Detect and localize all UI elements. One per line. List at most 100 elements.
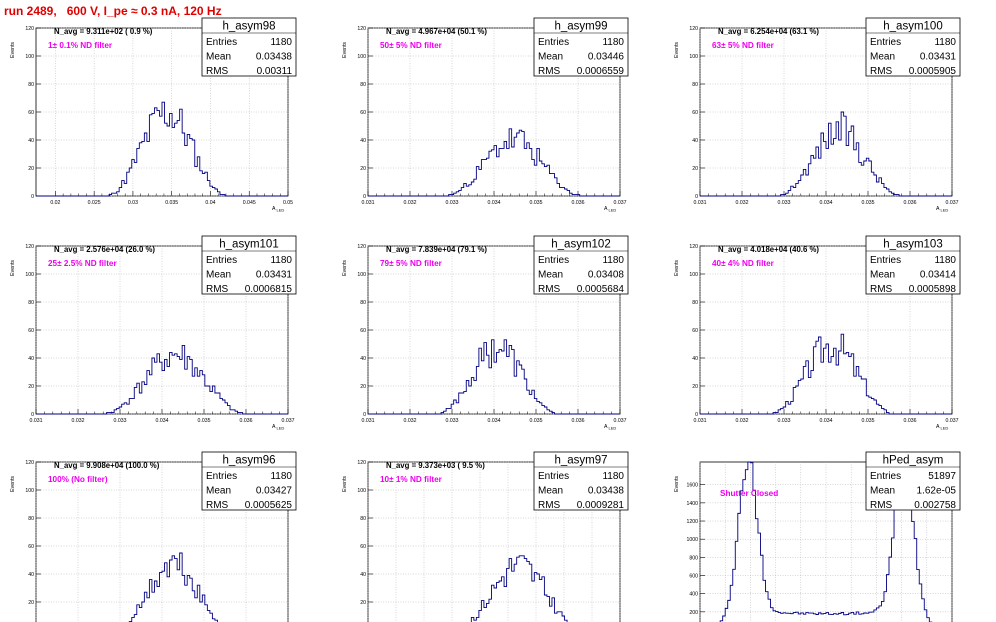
y-tick-label: 200 <box>689 610 698 616</box>
filter-note: Shutter Closed <box>720 489 778 498</box>
y-tick-label: 40 <box>692 138 698 144</box>
stats-box-title: h_asym103 <box>883 239 942 251</box>
histogram-panel-h_asym96: 0.0310.0320.0330.0340.0350.0360.03702040… <box>10 451 297 622</box>
stats-label-mean: Mean <box>870 270 895 281</box>
x-tick-label: 0.025 <box>88 200 101 206</box>
y-tick-label: 120 <box>357 26 366 32</box>
page-title: run 2489, 600 V, I_pe ≈ 0.3 nA, 120 Hz <box>4 4 222 18</box>
stats-value-entries: 1180 <box>602 255 624 266</box>
stats-label-rms: RMS <box>538 284 561 295</box>
y-tick-label: 60 <box>692 328 698 334</box>
x-axis-label-subscript: LED <box>608 426 616 431</box>
stats-box <box>533 235 629 295</box>
stats-label-mean: Mean <box>870 486 895 497</box>
y-tick-label: 800 <box>689 555 698 561</box>
stats-label-rms: RMS <box>538 66 561 77</box>
stats-value-rms: 0.0005684 <box>577 284 625 295</box>
filter-note: 1± 0.1% ND filter <box>48 41 113 50</box>
stats-box <box>865 17 961 77</box>
stats-box <box>201 451 297 511</box>
stats-label-entries: Entries <box>206 37 237 48</box>
stats-value-entries: 1180 <box>934 37 956 48</box>
stats-value-entries: 1180 <box>270 471 292 482</box>
y-axis-label: Events <box>10 42 16 58</box>
y-tick-label: 40 <box>28 138 34 144</box>
x-tick-label: 0.033 <box>446 200 459 206</box>
y-tick-label: 20 <box>28 166 34 172</box>
y-tick-label: 0 <box>695 412 698 418</box>
x-axis-label: ALED <box>272 424 284 431</box>
y-tick-label: 80 <box>360 516 366 522</box>
stats-value-entries: 1180 <box>602 37 624 48</box>
histogram-panel-h_asym100: 0.031 0.032 0.033 0.034 0.035 0.036 0.037 0 20 40… <box>674 17 961 213</box>
stats-label-rms: RMS <box>206 66 229 77</box>
y-tick-label: 80 <box>692 300 698 306</box>
stats-value-mean: 1.62e-05 <box>917 486 957 497</box>
x-tick-label: 0.032 <box>404 418 417 424</box>
y-tick-label: 120 <box>25 26 34 32</box>
stats-label-mean: Mean <box>206 486 231 497</box>
stats-box-title: hPed_asym <box>883 455 944 467</box>
x-tick-label: 0.035 <box>862 200 875 206</box>
y-tick-label: 100 <box>357 54 366 60</box>
stats-label-mean: Mean <box>538 270 563 281</box>
y-tick-label: 1400 <box>686 501 698 507</box>
stats-label-mean: Mean <box>206 270 231 281</box>
histogram-panel-h_asym98: 0.02 0.025 0.03 0.035 0.04 0.045 0.05 0 20 40 60 80… <box>10 17 297 213</box>
stats-value-mean: 0.03438 <box>588 486 625 497</box>
histogram-line <box>36 101 288 197</box>
stats-value-rms: 0.0005898 <box>909 284 957 295</box>
x-tick-label: 0.03 <box>128 200 138 206</box>
x-tick-label: 0.032 <box>736 418 749 424</box>
histogram-panel-h_asym101: 0.031 0.032 0.033 0.034 0.035 0.036 0.037 0 20 40… <box>10 235 297 431</box>
y-tick-label: 100 <box>357 488 366 494</box>
y-axis-label: Events <box>342 476 348 492</box>
x-tick-label: 0.02 <box>50 200 60 206</box>
y-tick-label: 40 <box>692 356 698 362</box>
x-tick-label: 0.032 <box>404 200 417 206</box>
x-tick-label: 0.033 <box>778 200 791 206</box>
filter-note: 63± 5% ND filter <box>712 41 775 50</box>
x-tick-label: 0.034 <box>820 418 833 424</box>
y-tick-label: 40 <box>360 138 366 144</box>
y-tick-label: 40 <box>360 572 366 578</box>
stats-label-entries: Entries <box>538 255 569 266</box>
stats-value-entries: 1180 <box>270 37 292 48</box>
y-tick-label: 1200 <box>686 519 698 525</box>
x-tick-label: 0.032 <box>736 200 749 206</box>
y-tick-label: 1000 <box>686 537 698 543</box>
histogram-panel-h_asym103: 0.031 0.032 0.033 0.034 0.035 0.036 0.037 0 20 40… <box>674 235 961 431</box>
x-tick-label: 0.035 <box>165 200 178 206</box>
histogram-line <box>368 339 620 415</box>
y-tick-label: 60 <box>28 328 34 334</box>
stats-label-mean: Mean <box>870 52 895 63</box>
stats-label-rms: RMS <box>870 66 893 77</box>
y-tick-label: 20 <box>360 600 366 606</box>
filter-note: 50± 5% ND filter <box>380 41 443 50</box>
stats-value-entries: 1180 <box>934 255 956 266</box>
stats-label-entries: Entries <box>870 471 901 482</box>
x-axis-label: ALED <box>272 206 284 213</box>
y-tick-label: 0 <box>363 194 366 200</box>
x-tick-label: 0.034 <box>156 418 169 424</box>
x-tick-label: 0.036 <box>572 200 585 206</box>
y-axis-label: Events <box>10 260 16 276</box>
x-tick-label: 0.037 <box>614 418 627 424</box>
x-axis-label: ALED <box>604 206 616 213</box>
stats-box-title: h_asym97 <box>554 455 607 467</box>
stats-box <box>865 451 961 511</box>
x-tick-label: 0.036 <box>572 418 585 424</box>
stats-value-entries: 51897 <box>928 471 956 482</box>
stats-value-mean: 0.03427 <box>256 486 293 497</box>
y-tick-label: 40 <box>28 356 34 362</box>
y-tick-label: 20 <box>692 166 698 172</box>
histogram-line <box>128 552 218 622</box>
stats-box-title: h_asym99 <box>554 21 607 33</box>
y-tick-label: 80 <box>28 516 34 522</box>
y-tick-label: 400 <box>689 592 698 598</box>
y-tick-label: 60 <box>28 544 34 550</box>
y-tick-label: 100 <box>689 272 698 278</box>
x-tick-label: 0.031 <box>362 200 375 206</box>
stats-value-rms: 0.0005625 <box>245 500 293 511</box>
x-tick-label: 0.035 <box>862 418 875 424</box>
